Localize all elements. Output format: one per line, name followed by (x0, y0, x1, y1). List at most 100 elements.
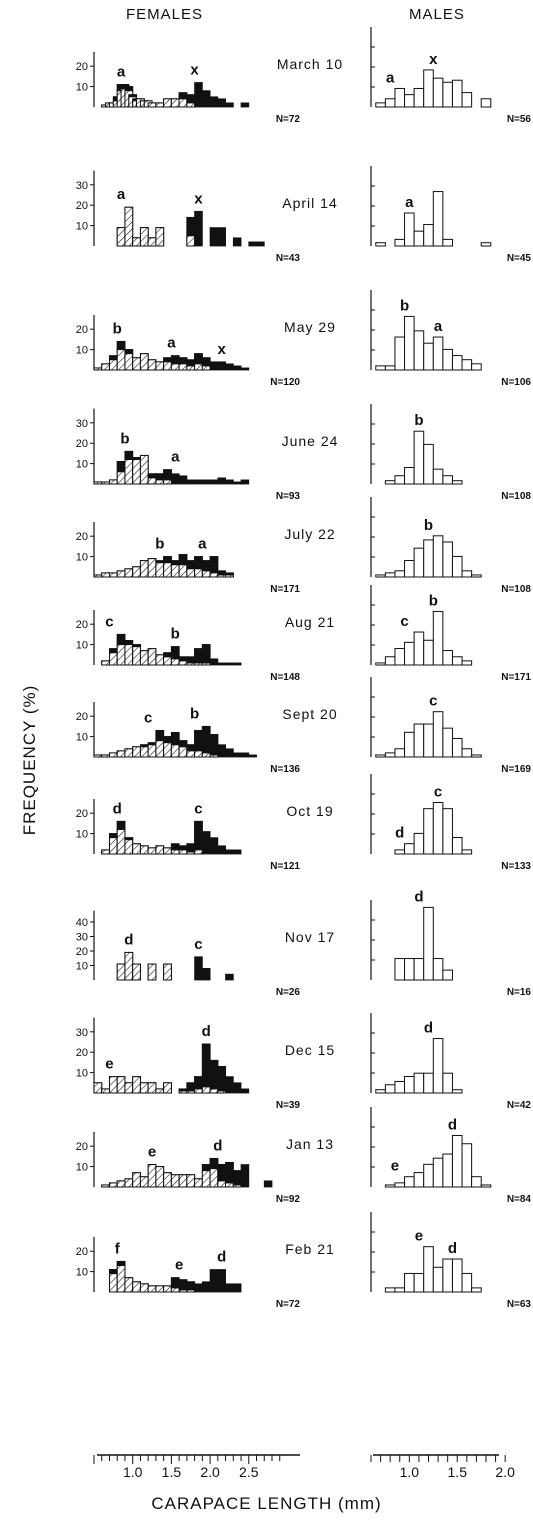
female-bar-hatched-part (163, 1082, 172, 1094)
female-bar-solid-part (186, 744, 196, 752)
female-bar-solid-part (217, 1066, 226, 1092)
female-x-tick-label: 1.5 (162, 1464, 182, 1480)
female-bar-hatched-part (155, 1088, 165, 1094)
female-bar-hatched-part (147, 1082, 157, 1094)
female-panel: 10 20 30 a x April 14 N=43 (76, 170, 337, 264)
female-bar-solid-part (209, 1158, 219, 1170)
female-y-tick-label: 20 (76, 61, 88, 73)
female-bar-solid-part (116, 820, 126, 830)
male-bar (423, 639, 434, 666)
female-bar-hatched-part (93, 367, 103, 371)
male-bar (394, 1287, 406, 1293)
male-panel: d N=16 (370, 888, 531, 998)
male-bar (375, 754, 386, 758)
male-bar (394, 570, 406, 578)
male-n-label: N=45 (507, 253, 532, 264)
female-peak-label: a (117, 186, 126, 203)
male-bar (394, 238, 406, 247)
female-bar-hatched-part (147, 102, 157, 108)
male-bar (423, 443, 434, 485)
male-peak-label: c (434, 784, 442, 801)
female-bar-solid-part (178, 92, 188, 100)
female-bar-solid-part (170, 646, 180, 660)
female-bar-solid-part (155, 730, 165, 742)
male-panel: a x N=56 (370, 27, 531, 125)
male-bar (442, 1153, 453, 1188)
female-bar-solid (209, 361, 219, 371)
female-bar-hatched-part (194, 1088, 203, 1094)
male-bar (471, 1287, 482, 1293)
female-bar-hatched-part (93, 574, 103, 578)
female-peak-label: a (167, 335, 176, 352)
female-bar-hatched-part (194, 568, 203, 578)
female-bar-solid-part (163, 357, 172, 363)
female-bar-solid-part (178, 845, 188, 851)
female-peak-label: a (117, 64, 126, 81)
male-peak-label: a (386, 69, 395, 86)
female-bar-hatched-part (124, 568, 134, 578)
female-bar-hatched-part (201, 570, 211, 578)
female-peak-label: b (190, 705, 199, 722)
male-peak-label: e (391, 1158, 399, 1175)
males-header: MALES (409, 6, 465, 23)
female-y-tick-label: 30 (76, 1027, 88, 1039)
male-bar (394, 748, 406, 758)
male-n-label: N=106 (501, 377, 531, 388)
female-bar-hatched-part (155, 1285, 165, 1293)
female-bar-hatched-part (108, 479, 118, 485)
female-panel: 10 20 30 e d Dec 15 N=39 (76, 1017, 335, 1111)
male-bar (442, 1258, 453, 1293)
male-n-label: N=133 (501, 861, 531, 872)
female-bar-solid-part (194, 820, 203, 851)
female-y-tick-label: 20 (76, 324, 88, 336)
female-bar-hatched-part (186, 102, 196, 108)
female-bar-hatched-part (108, 1182, 118, 1188)
female-bar-hatched-part (194, 1178, 203, 1188)
female-bar-solid (225, 363, 234, 371)
female-bar-solid-part (109, 355, 118, 361)
female-bar-hatched-part (139, 1283, 149, 1293)
female-bar-solid-part (116, 634, 126, 646)
female-bar-hatched-part (201, 1170, 211, 1188)
female-bar-hatched-part (163, 963, 172, 981)
female-bar-solid-part (178, 656, 188, 662)
female-date-label: Oct 19 (286, 803, 333, 819)
female-bar-hatched-part (124, 459, 134, 485)
female-bar-solid-part (201, 357, 211, 367)
female-bar-solid-part (194, 1076, 203, 1090)
female-bar-solid (209, 96, 219, 108)
female-y-tick-label: 30 (76, 932, 88, 944)
female-date-label: March 10 (277, 56, 343, 72)
male-peak-label: b (424, 517, 433, 534)
female-bar-solid-part (194, 353, 203, 365)
male-bar (413, 430, 425, 485)
female-bar-solid-part (178, 554, 188, 566)
female-bar-solid (194, 210, 203, 247)
female-bar-solid-part (155, 473, 165, 481)
female-bar-hatched-part (147, 237, 157, 247)
female-date-label: Dec 15 (285, 1042, 335, 1058)
female-panel: 10 20 e d Jan 13 N=92 (76, 1132, 333, 1205)
female-bar-solid (201, 1281, 211, 1293)
male-bar (451, 355, 463, 371)
male-x-tick-label: 2.0 (495, 1464, 515, 1480)
male-n-label: N=108 (501, 491, 531, 502)
female-bar-hatched-part (209, 572, 219, 578)
male-peak-label: a (405, 194, 414, 211)
female-panel: 10 20 c b Sept 20 N=136 (76, 702, 337, 775)
female-bar-hatched-part (217, 574, 227, 578)
female-bar-solid-part (201, 644, 211, 664)
female-y-tick-label: 10 (76, 221, 88, 233)
male-bar (442, 348, 453, 371)
male-bar (423, 723, 434, 758)
female-date-label: July 22 (284, 526, 335, 542)
female-bar-hatched-part (170, 849, 180, 855)
female-bar-hatched-part (124, 1082, 134, 1094)
female-bar-solid (201, 479, 211, 485)
female-bar-solid (217, 98, 226, 108)
male-bar (413, 330, 425, 371)
female-bar-hatched-part (178, 1289, 188, 1293)
female-bar-hatched-part (132, 1172, 141, 1188)
male-bar (461, 748, 473, 758)
female-peak-label: a (171, 449, 180, 466)
